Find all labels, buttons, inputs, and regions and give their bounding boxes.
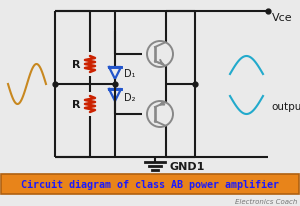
Text: D₂: D₂ (124, 92, 136, 103)
Text: Vce: Vce (272, 13, 292, 23)
Text: Electronics Coach: Electronics Coach (235, 198, 297, 204)
FancyBboxPatch shape (1, 174, 299, 194)
Text: D₁: D₁ (124, 69, 136, 79)
Text: R: R (72, 99, 80, 109)
Text: output: output (271, 102, 300, 111)
Text: R: R (72, 60, 80, 70)
Text: Circuit diagram of class AB power amplifier: Circuit diagram of class AB power amplif… (21, 179, 279, 189)
Text: GND1: GND1 (169, 161, 204, 171)
